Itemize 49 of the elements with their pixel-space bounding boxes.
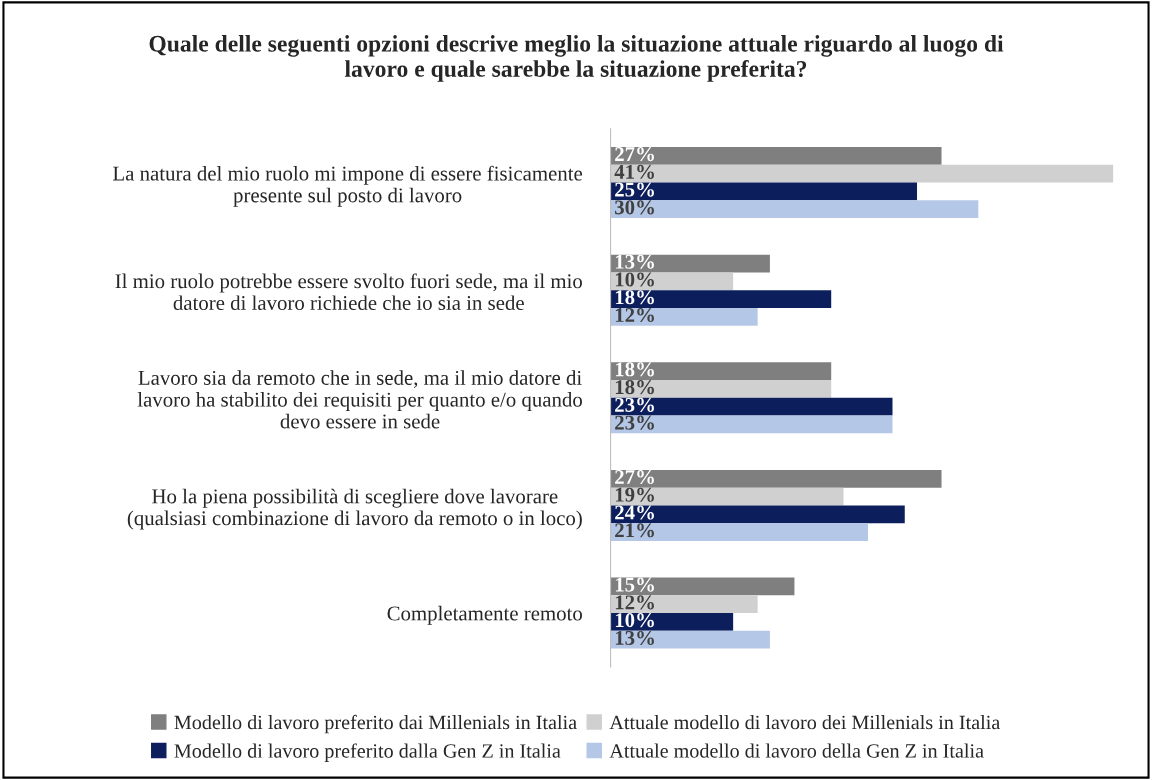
- data-label: 15%: [615, 577, 654, 592]
- data-label: 10%: [615, 272, 654, 287]
- bar: [610, 595, 758, 614]
- data-label: 23%: [615, 397, 654, 412]
- bar: [610, 397, 893, 416]
- y-tick-label: Lavoro sia da remoto che in sede, ma il mio datore di lavoro ha stabilito dei requisiti per quanto e/o quando devo essere in sede: [137, 370, 582, 429]
- bar: [610, 182, 918, 201]
- data-label: 27%: [615, 147, 654, 162]
- y-tick-label: Completamente remoto: [387, 605, 582, 625]
- data-label: 41%: [614, 164, 654, 179]
- bar: [610, 523, 868, 541]
- data-label: 21%: [615, 523, 654, 538]
- bar: [610, 415, 893, 434]
- bar: [610, 380, 832, 398]
- legend-label: Attuale modello di lavoro della Gen Z in Italia: [609, 743, 984, 758]
- legend-label: Attuale modello di lavoro dei Millenials in Italia: [609, 715, 1000, 730]
- bar: [610, 147, 942, 165]
- chart-title: Quale delle seguenti opzioni descrive meglio la situazione attuale riguardo al luogo di lavoro e quale sarebbe la situazione preferita?: [149, 35, 1004, 82]
- bar: [610, 577, 795, 596]
- data-label: 12%: [615, 595, 654, 610]
- legend-label: Modello di lavoro preferito dalla Gen Z in Italia: [174, 743, 561, 762]
- bar: [610, 272, 734, 291]
- data-label: 19%: [615, 487, 654, 502]
- bar: [610, 164, 1114, 183]
- bar: [610, 362, 832, 381]
- data-label: 24%: [615, 505, 654, 520]
- data-label: 13%: [615, 630, 654, 645]
- data-label: 18%: [615, 362, 654, 377]
- bar: [610, 505, 905, 524]
- data-label: 23%: [615, 415, 654, 430]
- data-label: 13%: [615, 254, 654, 269]
- bar: [610, 630, 770, 649]
- data-label: 12%: [615, 307, 654, 323]
- y-tick-label: La natura del mio ruolo mi impone di essere fisicamente presente sul posto di lavoro: [113, 165, 583, 207]
- bar: [610, 307, 758, 326]
- data-label: 25%: [615, 182, 654, 197]
- data-label: 30%: [615, 200, 654, 215]
- bar: [610, 469, 942, 488]
- data-label: 27%: [615, 469, 654, 485]
- legend-label: Modello di lavoro preferito dai Millenials in Italia: [174, 714, 577, 734]
- data-label: 18%: [615, 380, 654, 395]
- bar: [610, 487, 844, 506]
- data-label: 10%: [615, 613, 654, 628]
- data-label: 18%: [615, 290, 654, 305]
- y-tick-label: Ho la piena possibilità di scegliere dove lavorare (qualsiasi combinazione di lavoro da remoto o in loco): [127, 488, 582, 530]
- bar: [610, 613, 734, 631]
- y-tick-label: Il mio ruolo potrebbe essere svolto fuori sede, ma il mio datore di lavoro richiede che io sia in sede: [115, 273, 582, 311]
- bar: [610, 200, 979, 219]
- bar: [610, 290, 832, 308]
